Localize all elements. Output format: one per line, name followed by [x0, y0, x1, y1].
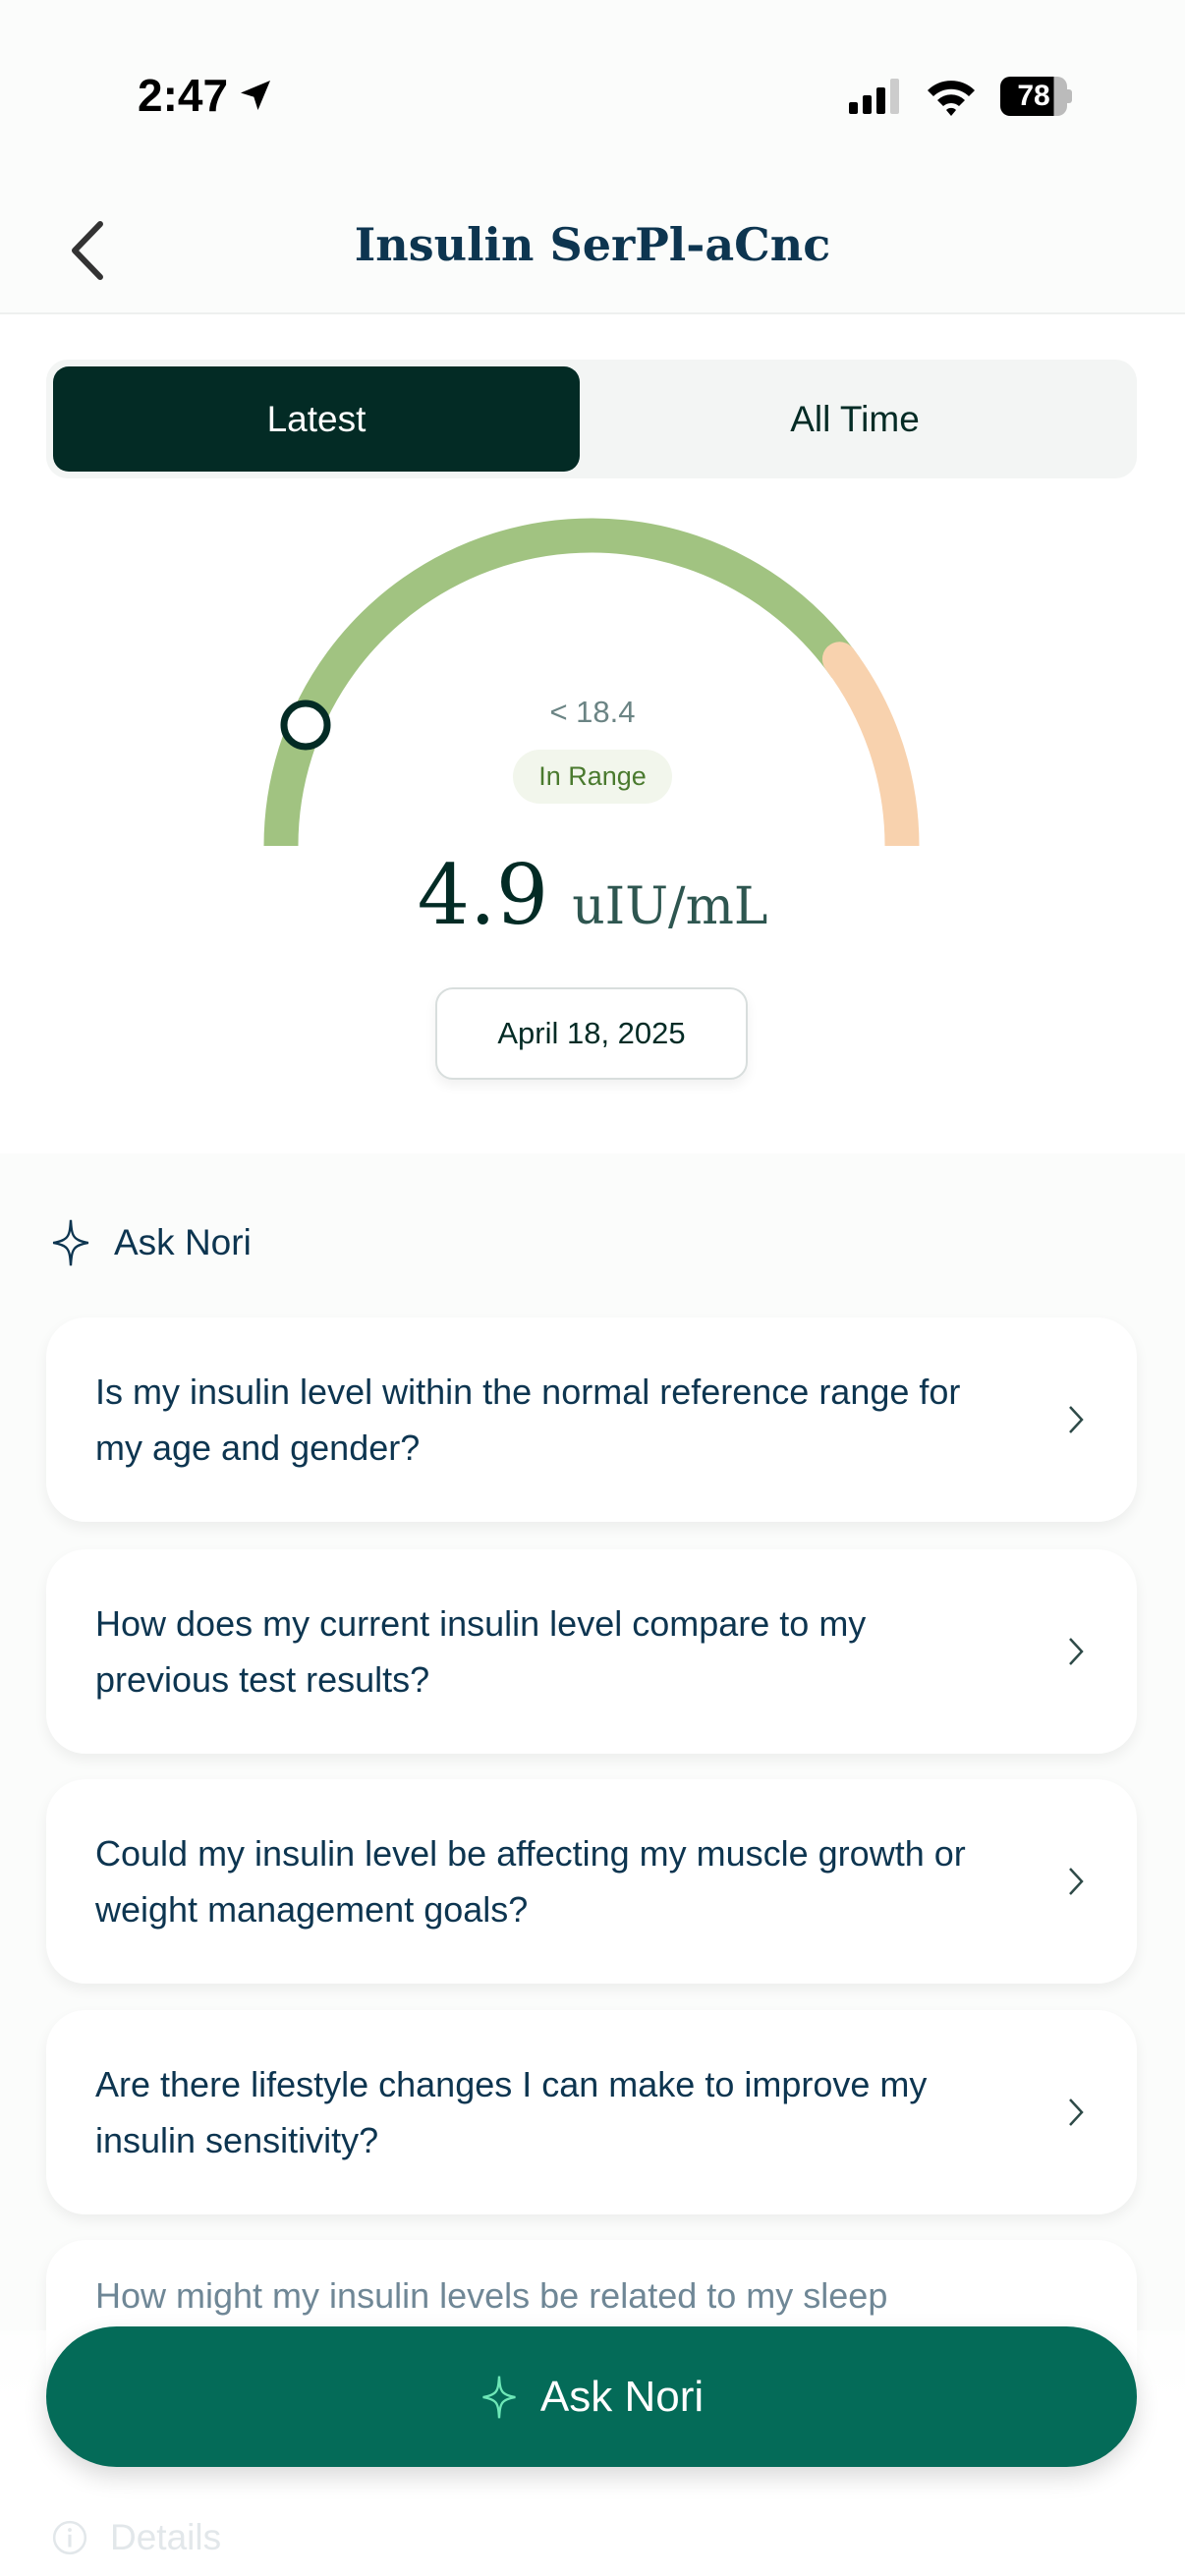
gauge-value-marker	[280, 700, 331, 751]
chevron-right-icon	[1069, 2099, 1084, 2126]
sparkle-icon	[52, 1219, 89, 1266]
chevron-right-icon	[1069, 1406, 1084, 1433]
header-divider	[0, 312, 1185, 314]
gauge-high-arc	[825, 648, 920, 847]
chevron-right-icon	[1069, 1638, 1084, 1665]
value-unit: uIU/mL	[572, 877, 768, 936]
details-label: Details	[110, 2517, 222, 2557]
question-text: Is my insulin level within the normal re…	[95, 1372, 961, 1468]
chevron-right-icon	[1069, 1868, 1084, 1895]
date-button[interactable]: April 18, 2025	[435, 987, 748, 1080]
result-value: 4.9 uIU/mL	[0, 847, 1185, 943]
question-card[interactable]: Could my insulin level be affecting my m…	[46, 1779, 1137, 1984]
question-card[interactable]: Are there lifestyle changes I can make t…	[46, 2010, 1137, 2214]
question-text: How might my insulin levels be related t…	[95, 2275, 888, 2316]
page-title: Insulin SerPl-aCnc	[354, 218, 831, 271]
ask-nori-button-label: Ask Nori	[539, 2372, 705, 2421]
status-time-text: 2:47	[138, 70, 229, 121]
tab-latest[interactable]: Latest	[53, 366, 580, 472]
signal-icon	[849, 79, 899, 114]
status-time: 2:47	[138, 69, 275, 122]
reference-range: < 18.4	[549, 695, 636, 729]
back-button[interactable]	[65, 218, 108, 283]
ask-nori-heading: Ask Nori	[49, 1218, 252, 1267]
value-number: 4.9	[417, 847, 549, 943]
question-text: Are there lifestyle changes I can make t…	[95, 2064, 928, 2160]
tab-all-time[interactable]: All Time	[790, 398, 920, 439]
sparkle-icon	[482, 2376, 516, 2418]
battery-icon: 78	[1000, 77, 1073, 116]
wifi-icon	[928, 81, 975, 116]
ask-nori-heading-text: Ask Nori	[114, 1222, 252, 1262]
question-text: Could my insulin level be affecting my m…	[95, 1833, 966, 1930]
info-icon	[52, 2520, 87, 2555]
location-arrow-icon	[241, 81, 271, 110]
range-gauge	[263, 518, 920, 847]
details-section: Details	[51, 2517, 221, 2558]
battery-level: 78	[1000, 77, 1067, 116]
question-card[interactable]: Is my insulin level within the normal re…	[46, 1317, 1137, 1522]
gauge-high-arc-cap	[821, 642, 857, 677]
question-card[interactable]: How does my current insulin level compar…	[46, 1549, 1137, 1754]
ask-nori-button[interactable]: Ask Nori	[46, 2326, 1137, 2467]
question-text: How does my current insulin level compar…	[95, 1603, 867, 1700]
status-badge: In Range	[513, 750, 672, 804]
